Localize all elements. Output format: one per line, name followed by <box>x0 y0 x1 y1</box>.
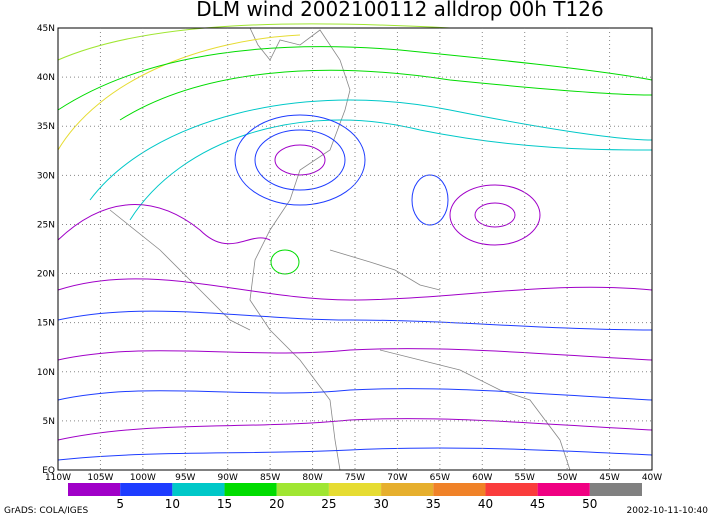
streamline <box>234 114 366 206</box>
streamline <box>57 204 271 245</box>
colorbar-swatch <box>68 483 121 496</box>
streamline <box>57 447 653 461</box>
lon-label: 75W <box>345 473 365 483</box>
lat-label: 15N <box>37 319 55 329</box>
streamline <box>129 119 653 221</box>
title: DLM wind 2002100112 alldrop 00h T126 <box>196 0 603 21</box>
colorbar-label: 35 <box>426 497 441 511</box>
coastline <box>249 27 351 471</box>
streamline <box>57 34 301 151</box>
lon-label: 50W <box>557 473 577 483</box>
lon-label: 45W <box>599 473 619 483</box>
colorbar-swatch <box>172 483 225 496</box>
footer-right: 2002-10-11-10:40 <box>627 506 709 516</box>
lat-label: 30N <box>37 171 55 181</box>
lat-label: 5N <box>43 417 55 427</box>
colorbar-swatch <box>537 483 590 496</box>
lon-label: 85W <box>260 473 280 483</box>
lon-label: 80W <box>302 473 322 483</box>
lon-label: 55W <box>515 473 535 483</box>
footer-left: GrADS: COLA/IGES <box>4 506 88 516</box>
colorbar-swatch <box>485 483 538 496</box>
streamline <box>274 144 326 176</box>
colorbar-label: 30 <box>373 497 388 511</box>
lon-label: 90W <box>218 473 238 483</box>
streamline <box>119 69 653 121</box>
lat-label: 45N <box>37 24 55 34</box>
colorbar-swatch <box>433 483 486 496</box>
colorbar-swatch <box>589 483 642 496</box>
lon-label: 65W <box>430 473 450 483</box>
streamline <box>57 46 653 111</box>
streamline <box>449 184 541 246</box>
streamline <box>411 174 449 226</box>
streamline <box>57 348 653 361</box>
streamline <box>57 418 653 441</box>
colorbar-swatch <box>120 483 173 496</box>
streamlines <box>57 23 653 461</box>
streamline <box>57 278 653 301</box>
lat-label: 10N <box>37 368 55 378</box>
lat-label: 35N <box>37 122 55 132</box>
lat-label: 25N <box>37 220 55 230</box>
colorbar-label: 20 <box>269 497 284 511</box>
lon-label: 40W <box>642 473 662 483</box>
colorbar-label: 50 <box>582 497 597 511</box>
colorbar-label: 5 <box>116 497 124 511</box>
coastline <box>329 249 441 291</box>
lon-label: 110W <box>45 473 71 483</box>
streamline <box>254 129 346 191</box>
colorbar-label: 40 <box>478 497 493 511</box>
colorbar-swatch <box>381 483 434 496</box>
colorbar-label: 45 <box>530 497 545 511</box>
streamline <box>474 202 516 228</box>
streamline <box>89 99 653 201</box>
coastlines <box>109 27 571 471</box>
lat-label: EQ <box>42 466 55 476</box>
lon-label: 95W <box>175 473 195 483</box>
colorbar-label: 25 <box>321 497 336 511</box>
streamline <box>270 249 300 275</box>
lon-label: 60W <box>472 473 492 483</box>
lon-label: 70W <box>387 473 407 483</box>
lon-label: 100W <box>130 473 156 483</box>
streamline <box>57 388 653 401</box>
coastline <box>379 349 571 471</box>
colorbar-swatch <box>328 483 382 496</box>
colorbar-label: 15 <box>217 497 232 511</box>
colorbar-swatch <box>224 483 277 496</box>
lat-label: 20N <box>37 270 55 280</box>
lon-label: 105W <box>87 473 113 483</box>
lat-label: 40N <box>37 73 55 83</box>
streamline <box>57 23 451 61</box>
streamline <box>57 310 653 331</box>
colorbar-label: 10 <box>165 497 180 511</box>
colorbar-swatch <box>276 483 329 496</box>
